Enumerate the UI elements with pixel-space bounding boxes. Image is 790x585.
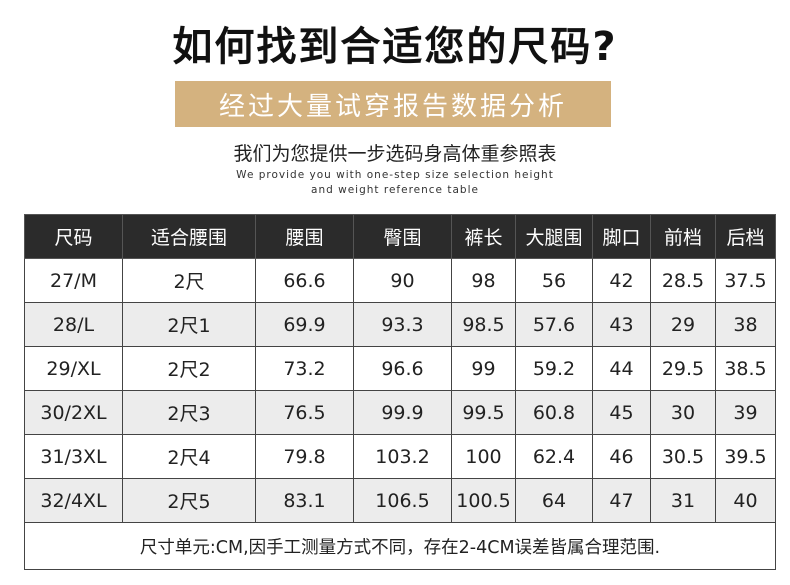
table-cell: 45 [592, 390, 651, 435]
table-cell: 60.8 [515, 390, 593, 435]
table-cell: 38 [715, 302, 776, 347]
table-cell: 31/3XL [24, 434, 123, 479]
table-cell: 62.4 [515, 434, 593, 479]
table-note-row: 尺寸单元:CM,因手工测量方式不同，存在2-4CM误差皆属合理范围. [24, 522, 776, 570]
table-cell: 43 [592, 302, 651, 347]
table-cell: 76.5 [255, 390, 354, 435]
table-cell: 93.3 [353, 302, 452, 347]
table-cell: 64 [515, 478, 593, 523]
table-cell: 40 [715, 478, 776, 523]
table-cell: 106.5 [353, 478, 452, 523]
table-cell: 2尺 [122, 258, 256, 303]
table-cell: 30/2XL [24, 390, 123, 435]
table-cell: 39 [715, 390, 776, 435]
table-cell: 39.5 [715, 434, 776, 479]
table-cell: 32/4XL [24, 478, 123, 523]
table-cell: 2尺2 [122, 346, 256, 391]
table-row: 32/4XL 2尺5 83.1 106.5 100.5 64 47 31 40 [24, 478, 776, 523]
table-cell: 2尺3 [122, 390, 256, 435]
header-thigh: 大腿围 [515, 214, 593, 259]
table-cell: 28/L [24, 302, 123, 347]
table-cell: 38.5 [715, 346, 776, 391]
table-cell: 46 [592, 434, 651, 479]
size-chart-table: 尺码 适合腰围 腰围 臀围 裤长 大腿围 脚口 前档 后档 27/M 2尺 66… [24, 214, 776, 570]
table-cell: 30.5 [650, 434, 716, 479]
header-fit-waist: 适合腰围 [122, 214, 256, 259]
table-cell: 2尺4 [122, 434, 256, 479]
table-row: 31/3XL 2尺4 79.8 103.2 100 62.4 46 30.5 3… [24, 434, 776, 479]
header-length: 裤长 [451, 214, 516, 259]
table-cell: 103.2 [353, 434, 452, 479]
header-front-rise: 前档 [650, 214, 716, 259]
table-cell: 99 [451, 346, 516, 391]
subtitle-english: We provide you with one-step size select… [0, 168, 790, 198]
measurement-note: 尺寸单元:CM,因手工测量方式不同，存在2-4CM误差皆属合理范围. [24, 522, 776, 570]
table-row: 29/XL 2尺2 73.2 96.6 99 59.2 44 29.5 38.5 [24, 346, 776, 391]
table-cell: 47 [592, 478, 651, 523]
table-cell: 98 [451, 258, 516, 303]
table-cell: 42 [592, 258, 651, 303]
table-cell: 100.5 [451, 478, 516, 523]
subtitle-english-line-1: We provide you with one-step size select… [236, 169, 554, 181]
table-cell: 29 [650, 302, 716, 347]
table-cell: 98.5 [451, 302, 516, 347]
table-cell: 66.6 [255, 258, 354, 303]
table-cell: 57.6 [515, 302, 593, 347]
table-cell: 96.6 [353, 346, 452, 391]
table-row: 30/2XL 2尺3 76.5 99.9 99.5 60.8 45 30 39 [24, 390, 776, 435]
table-cell: 56 [515, 258, 593, 303]
table-cell: 29.5 [650, 346, 716, 391]
header-leg-opening: 脚口 [592, 214, 651, 259]
table-cell: 69.9 [255, 302, 354, 347]
header-back-rise: 后档 [715, 214, 776, 259]
header-waist: 腰围 [255, 214, 354, 259]
table-cell: 79.8 [255, 434, 354, 479]
table-cell: 28.5 [650, 258, 716, 303]
table-cell: 2尺1 [122, 302, 256, 347]
page-title: 如何找到合适您的尺码? [172, 24, 618, 70]
table-cell: 73.2 [255, 346, 354, 391]
table-cell: 31 [650, 478, 716, 523]
subtitle-chinese: 我们为您提供一步选码身高体重参照表 [233, 143, 557, 165]
table-cell: 30 [650, 390, 716, 435]
table-row: 27/M 2尺 66.6 90 98 56 42 28.5 37.5 [24, 258, 776, 303]
table-row: 28/L 2尺1 69.9 93.3 98.5 57.6 43 29 38 [24, 302, 776, 347]
table-cell: 2尺5 [122, 478, 256, 523]
table-cell: 27/M [24, 258, 123, 303]
table-cell: 100 [451, 434, 516, 479]
table-cell: 44 [592, 346, 651, 391]
table-cell: 90 [353, 258, 452, 303]
table-cell: 29/XL [24, 346, 123, 391]
subtitle-english-line-2: and weight reference table [311, 184, 479, 196]
table-cell: 83.1 [255, 478, 354, 523]
table-header-row: 尺码 适合腰围 腰围 臀围 裤长 大腿围 脚口 前档 后档 [24, 214, 776, 259]
table-cell: 99.5 [451, 390, 516, 435]
header-size: 尺码 [24, 214, 123, 259]
table-cell: 99.9 [353, 390, 452, 435]
header-hip: 臀围 [353, 214, 452, 259]
banner: 经过大量试穿报告数据分析 [175, 81, 611, 127]
table-cell: 59.2 [515, 346, 593, 391]
table-cell: 37.5 [715, 258, 776, 303]
